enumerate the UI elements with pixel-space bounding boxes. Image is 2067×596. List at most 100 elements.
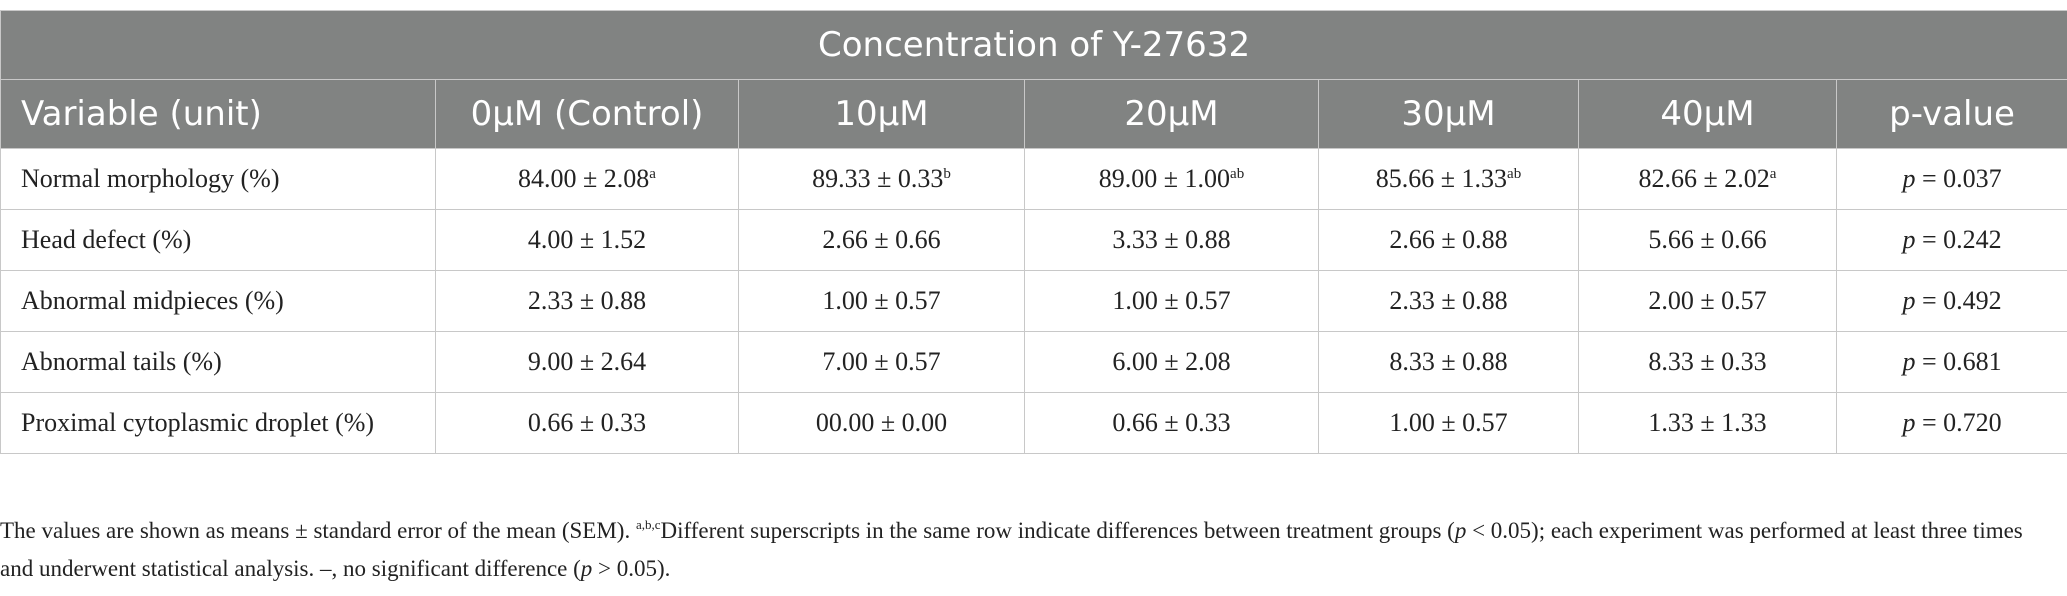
table-cell: 2.66 ± 0.88 xyxy=(1318,209,1579,271)
table-cell: 2.00 ± 0.57 xyxy=(1578,270,1837,332)
superscript: ab xyxy=(1507,166,1522,182)
table-cell: 2.33 ± 0.88 xyxy=(435,270,739,332)
cell-text: 5.66 ± 0.66 xyxy=(1648,225,1767,254)
row-label: Head defect (%) xyxy=(0,209,436,271)
table-cell: 1.00 ± 0.57 xyxy=(1318,392,1579,454)
cell-text: 84.00 ± 2.08 xyxy=(518,164,650,193)
superscript: ab xyxy=(1230,166,1245,182)
table-cell: 89.00 ± 1.00ab xyxy=(1024,148,1319,210)
cell-text: Proximal cytoplasmic droplet (%) xyxy=(21,408,375,437)
cell-text: Abnormal midpieces (%) xyxy=(21,286,284,315)
cell-text: = 0.242 xyxy=(1915,225,2002,254)
group-header: Concentration of Y-27632 xyxy=(0,10,2067,80)
cell-text: Abnormal tails (%) xyxy=(21,347,222,376)
table-cell: 5.66 ± 0.66 xyxy=(1578,209,1837,271)
table-row: Abnormal tails (%) 9.00 ± 2.64 7.00 ± 0.57… xyxy=(0,331,2067,393)
italic-symbol: p xyxy=(1902,286,1916,315)
column-header: 30μM xyxy=(1318,79,1579,149)
table-cell: p = 0.037 xyxy=(1835,148,2067,210)
cell-text: 00.00 ± 0.00 xyxy=(815,408,948,437)
table-cell: 85.66 ± 1.33ab xyxy=(1318,148,1579,210)
table-cell: 1.33 ± 1.33 xyxy=(1578,392,1837,454)
table-row: Head defect (%) 4.00 ± 1.52 2.66 ± 0.66 3.3… xyxy=(0,209,2067,271)
cell-text: 2.00 ± 0.57 xyxy=(1648,286,1767,315)
column-header: 10μM xyxy=(738,79,1025,149)
row-label: Abnormal tails (%) xyxy=(0,331,436,393)
cell-text: = 0.492 xyxy=(1915,286,2002,315)
column-header: 0μM (Control) xyxy=(435,79,739,149)
italic-symbol: p xyxy=(1902,408,1916,437)
column-header-row: Variable (unit) 0μM (Control) 10μM 20μM 30μM… xyxy=(0,79,2067,149)
column-header: 40μM xyxy=(1578,79,1837,149)
footnote-part: The values are shown as means ± standard… xyxy=(0,518,636,543)
table-cell: 1.00 ± 0.57 xyxy=(738,270,1025,332)
cell-text: 0.66 ± 0.33 xyxy=(1112,408,1231,437)
superscript: a xyxy=(1769,166,1777,182)
cell-text: 1.33 ± 1.33 xyxy=(1648,408,1767,437)
data-table: Concentration of Y-27632 Variable (unit) 0… xyxy=(0,10,2067,454)
cell-text: 85.66 ± 1.33 xyxy=(1375,164,1508,193)
table-cell: 9.00 ± 2.64 xyxy=(435,331,739,393)
table-cell: 0.66 ± 0.33 xyxy=(1024,392,1319,454)
cell-text: 8.33 ± 0.88 xyxy=(1389,347,1508,376)
table-cell: 3.33 ± 0.88 xyxy=(1024,209,1319,271)
table-cell: 2.66 ± 0.66 xyxy=(738,209,1025,271)
table-cell: 6.00 ± 2.08 xyxy=(1024,331,1319,393)
table-cell: 1.00 ± 0.57 xyxy=(1024,270,1319,332)
table-cell: 8.33 ± 0.33 xyxy=(1578,331,1837,393)
table-row: Normal morphology (%) 84.00 ± 2.08a 89.33 … xyxy=(0,148,2067,210)
cell-text: 2.33 ± 0.88 xyxy=(527,286,647,315)
table-row: Proximal cytoplasmic droplet (%) 0.66 ± 0… xyxy=(0,392,2067,454)
group-header-row: Concentration of Y-27632 xyxy=(0,10,2067,80)
table-cell: 89.33 ± 0.33b xyxy=(738,148,1025,210)
cell-text: = 0.037 xyxy=(1915,164,2002,193)
cell-text: 7.00 ± 0.57 xyxy=(822,347,941,376)
table-cell: 00.00 ± 0.00 xyxy=(738,392,1025,454)
cell-text: 2.33 ± 0.88 xyxy=(1389,286,1508,315)
table-cell: p = 0.720 xyxy=(1835,392,2067,454)
table-cell: 4.00 ± 1.52 xyxy=(435,209,739,271)
table-cell: 2.33 ± 0.88 xyxy=(1318,270,1579,332)
row-label: Normal morphology (%) xyxy=(0,148,436,210)
footnote-part: a,b,c xyxy=(635,517,661,532)
cell-text: Head defect (%) xyxy=(21,225,192,254)
superscript: a xyxy=(649,166,656,182)
footnote: The values are shown as means ± standard… xyxy=(0,512,2060,588)
cell-text: 0.66 ± 0.33 xyxy=(527,408,647,437)
table-cell: p = 0.242 xyxy=(1835,209,2067,271)
cell-text: = 0.681 xyxy=(1915,347,2002,376)
table-cell: 82.66 ± 2.02a xyxy=(1578,148,1837,210)
column-header: 20μM xyxy=(1024,79,1319,149)
table-cell: p = 0.492 xyxy=(1835,270,2067,332)
footnote-part: > 0.05). xyxy=(592,556,671,581)
footnote-part: p xyxy=(1454,518,1467,543)
table-cell: p = 0.681 xyxy=(1835,331,2067,393)
italic-symbol: p xyxy=(1902,347,1916,376)
cell-text: 89.33 ± 0.33 xyxy=(812,164,944,193)
cell-text: 89.00 ± 1.00 xyxy=(1098,164,1231,193)
cell-text: 9.00 ± 2.64 xyxy=(527,347,647,376)
row-label: Proximal cytoplasmic droplet (%) xyxy=(0,392,436,454)
italic-symbol: p xyxy=(1902,164,1916,193)
cell-text: 1.00 ± 0.57 xyxy=(822,286,941,315)
cell-text: 2.66 ± 0.66 xyxy=(822,225,941,254)
cell-text: 1.00 ± 0.57 xyxy=(1389,408,1508,437)
italic-symbol: p xyxy=(1902,225,1916,254)
cell-text: 1.00 ± 0.57 xyxy=(1112,286,1231,315)
footnote-part: p xyxy=(580,556,593,581)
table-cell: 8.33 ± 0.88 xyxy=(1318,331,1579,393)
table-row: Abnormal midpieces (%) 2.33 ± 0.88 1.00 ± … xyxy=(0,270,2067,332)
footnote-part: < 0.05); each experiment was performed a… xyxy=(0,518,2023,581)
cell-text: Normal morphology (%) xyxy=(21,164,280,193)
footnote-part: Different superscripts in the same row i… xyxy=(660,518,1455,543)
superscript: b xyxy=(943,166,951,182)
cell-text: 82.66 ± 2.02 xyxy=(1638,164,1770,193)
column-header: p-value xyxy=(1835,79,2067,149)
cell-text: = 0.720 xyxy=(1915,408,2002,437)
table-cell: 84.00 ± 2.08a xyxy=(435,148,739,210)
column-header: Variable (unit) xyxy=(0,79,436,149)
row-label: Abnormal midpieces (%) xyxy=(0,270,436,332)
cell-text: 6.00 ± 2.08 xyxy=(1112,347,1231,376)
cell-text: 2.66 ± 0.88 xyxy=(1389,225,1508,254)
